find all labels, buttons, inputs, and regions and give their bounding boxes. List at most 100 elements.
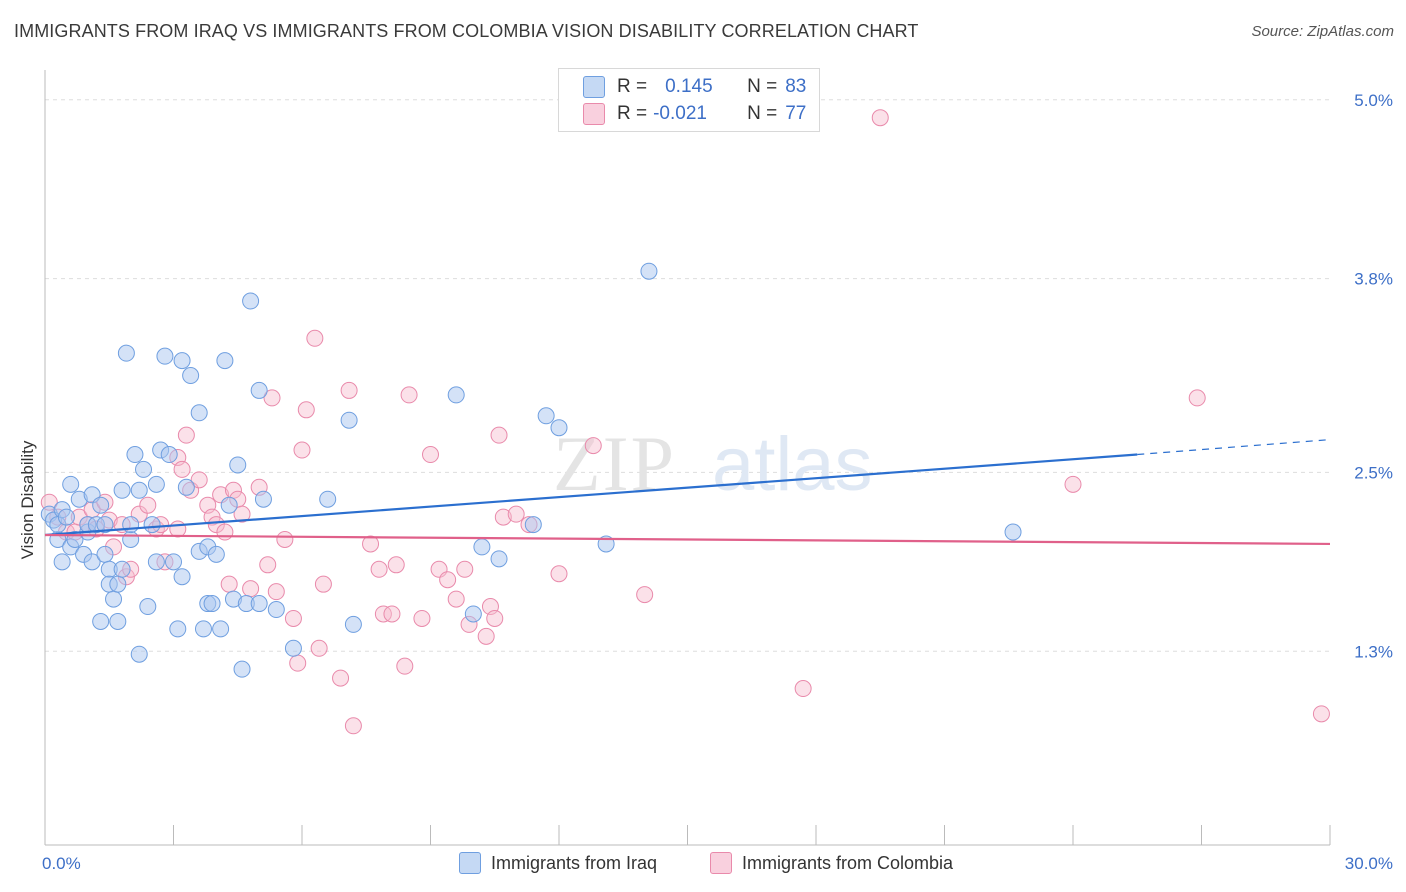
n-value: 77 xyxy=(785,103,807,124)
colombia-point xyxy=(1064,475,1082,493)
colombia-point xyxy=(293,441,311,459)
colombia-point xyxy=(314,575,332,593)
colombia-point xyxy=(344,717,362,735)
iraq-swatch xyxy=(583,76,605,98)
y-tick-label: 5.0% xyxy=(1354,91,1393,110)
colombia-point xyxy=(276,530,294,548)
y-tick-label: 3.8% xyxy=(1354,270,1393,289)
legend-item-iraq: Immigrants from Iraq xyxy=(459,852,657,874)
iraq-point xyxy=(212,620,230,638)
stats-row-colombia: R = -0.021 N = 77 xyxy=(583,102,806,126)
n-label: N = xyxy=(747,103,778,124)
n-value: 83 xyxy=(785,76,807,97)
iraq-point xyxy=(537,407,555,425)
colombia-point xyxy=(242,580,260,598)
colombia-point xyxy=(173,460,191,478)
colombia-point xyxy=(477,627,495,645)
iraq-point xyxy=(447,386,465,404)
colombia-point xyxy=(259,556,277,574)
iraq-point xyxy=(640,262,658,280)
iraq-point xyxy=(147,475,165,493)
colombia-point xyxy=(297,401,315,419)
colombia-point xyxy=(139,496,157,514)
colombia-point xyxy=(550,565,568,583)
iraq-point xyxy=(524,516,542,534)
colombia-point xyxy=(362,535,380,553)
colombia-point xyxy=(490,426,508,444)
iraq-point xyxy=(62,475,80,493)
colombia-point xyxy=(332,669,350,687)
iraq-point xyxy=(135,460,153,478)
watermark-atlas: atlas xyxy=(712,422,873,507)
iraq-point xyxy=(165,553,182,571)
colombia-point xyxy=(169,520,187,538)
colombia-point xyxy=(289,654,307,672)
iraq-point xyxy=(173,352,191,370)
colombia-point xyxy=(794,680,812,698)
colombia-point xyxy=(422,446,439,464)
iraq-point xyxy=(490,550,508,568)
iraq-point xyxy=(250,595,268,613)
iraq-point xyxy=(190,404,208,422)
colombia-point xyxy=(387,556,405,574)
colombia-point xyxy=(871,109,889,127)
colombia-point xyxy=(494,508,512,526)
colombia-point xyxy=(486,609,504,627)
r-value: -0.021 xyxy=(653,103,707,124)
iraq-point xyxy=(109,612,127,630)
colombia-point xyxy=(310,639,328,657)
iraq-point xyxy=(550,419,568,437)
iraq-trend-line xyxy=(44,453,1138,537)
axes xyxy=(44,70,1331,846)
iraq-point xyxy=(109,575,127,593)
iraq-point xyxy=(233,660,251,678)
y-tick-label: 1.3% xyxy=(1354,642,1393,661)
iraq-point xyxy=(250,381,268,399)
iraq-point xyxy=(254,490,272,508)
iraq-point xyxy=(220,496,238,514)
iraq-point xyxy=(105,590,123,608)
colombia-point xyxy=(584,437,602,455)
trend-lines xyxy=(44,439,1331,546)
legend-item-colombia: Immigrants from Colombia xyxy=(710,852,953,874)
colombia-point xyxy=(233,505,251,523)
gridlines xyxy=(45,99,1330,652)
colombia-point xyxy=(284,609,302,627)
n-label: N = xyxy=(747,76,778,97)
colombia-point xyxy=(396,657,414,675)
iraq-point xyxy=(117,344,135,362)
iraq-point xyxy=(92,496,110,514)
iraq-point xyxy=(284,639,302,657)
colombia-legend-swatch xyxy=(710,852,732,874)
colombia-point xyxy=(400,386,418,404)
iraq-point xyxy=(207,545,225,563)
colombia-point xyxy=(383,605,401,623)
iraq-point xyxy=(1004,523,1022,541)
iraq-point xyxy=(130,481,148,499)
iraq-point xyxy=(173,568,191,586)
iraq-point xyxy=(57,508,75,526)
iraq-point xyxy=(160,446,178,464)
iraq-point xyxy=(319,490,337,508)
iraq-point xyxy=(203,595,221,613)
iraq-legend-swatch xyxy=(459,852,481,874)
colombia-point xyxy=(263,389,281,407)
colombia-point xyxy=(207,516,225,534)
r-value: 0.145 xyxy=(665,76,713,97)
iraq-point xyxy=(83,553,101,571)
stats-legend: R = 0.145 N = 83 R = -0.021 N = 77 xyxy=(558,68,820,132)
stats-row-iraq: R = 0.145 N = 83 xyxy=(583,75,806,99)
colombia-point xyxy=(456,560,474,578)
colombia-point xyxy=(374,605,392,623)
iraq-point xyxy=(96,545,114,563)
iraq-point xyxy=(143,516,161,534)
iraq-point xyxy=(156,347,174,365)
iraq-point xyxy=(147,553,165,571)
r-label: R = xyxy=(617,103,648,124)
iraq-point xyxy=(113,481,131,499)
tick-labels: 1.3% 2.5% 3.8% 5.0% 0.0% 30.0% xyxy=(42,91,1393,873)
iraq-point xyxy=(177,478,195,496)
colombia-swatch xyxy=(583,103,605,125)
colombia-point xyxy=(190,471,208,489)
colombia-point xyxy=(306,329,324,347)
